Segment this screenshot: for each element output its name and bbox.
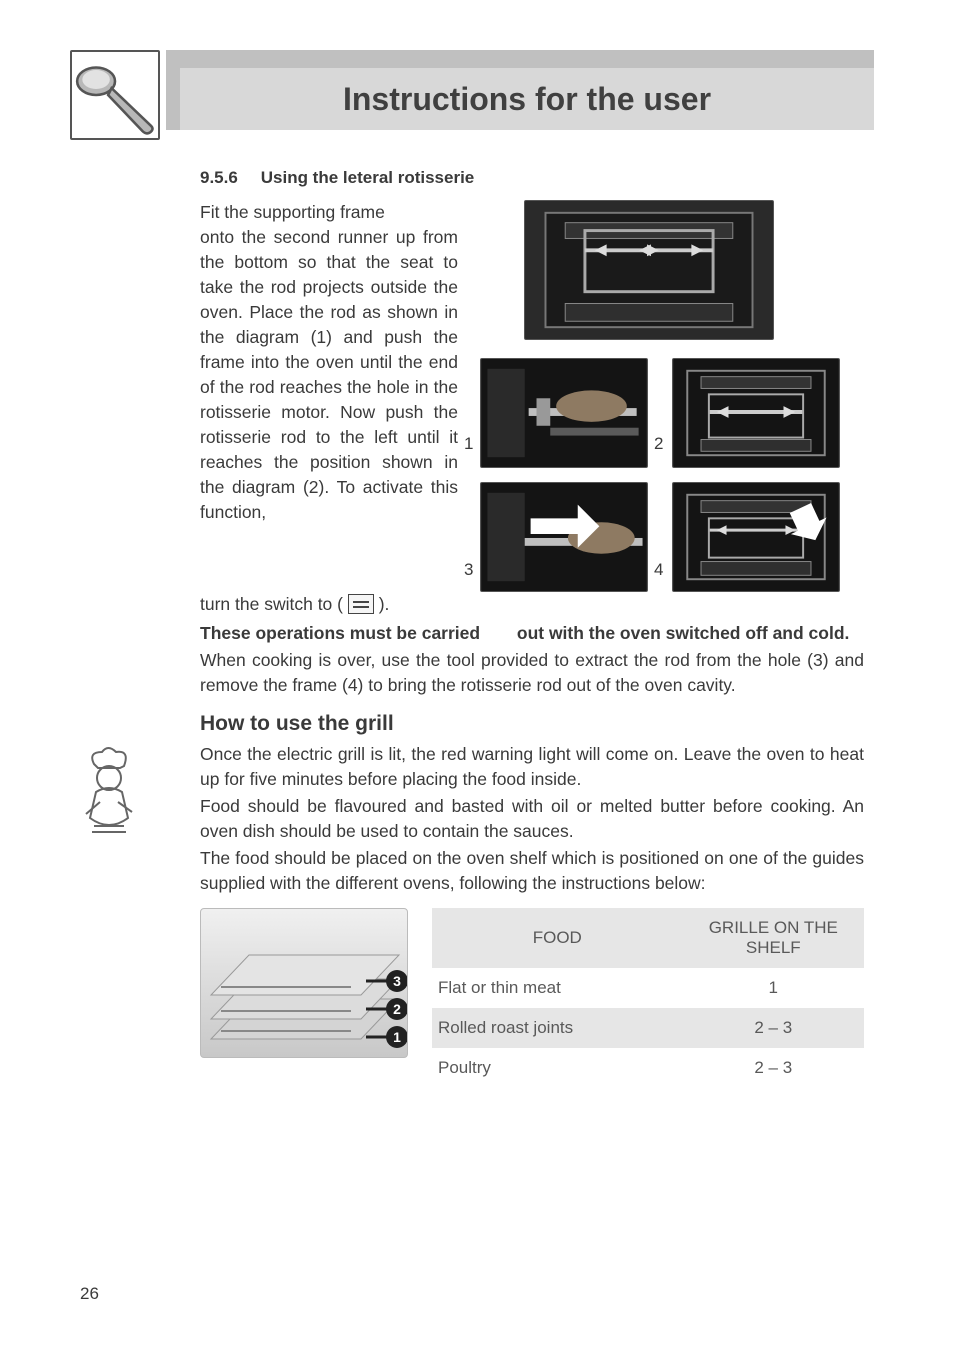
warning-text: These operations must be carried out wit… [200, 621, 864, 646]
chef-icon [74, 746, 144, 836]
page-header: Instructions for the user [180, 50, 874, 130]
table-cell-food: Rolled roast joints [432, 1008, 683, 1048]
grill-p1: Once the electric grill is lit, the red … [200, 742, 864, 792]
figure-1 [480, 358, 648, 468]
figure-label-3: 3 [464, 560, 473, 580]
grill-p3: The food should be placed on the oven sh… [200, 846, 864, 896]
table-cell-food: Flat or thin meat [432, 968, 683, 1008]
figure-4 [672, 482, 840, 592]
table-row: Rolled roast joints 2 – 3 [432, 1008, 864, 1048]
figure-top [524, 200, 774, 340]
table-cell-shelf: 2 – 3 [683, 1048, 864, 1088]
svg-text:2: 2 [393, 1001, 401, 1017]
oven-shelf-diagram: 1 2 3 [200, 908, 408, 1058]
svg-text:3: 3 [393, 973, 401, 989]
table-row: Flat or thin meat 1 [432, 968, 864, 1008]
svg-text:1: 1 [393, 1029, 401, 1045]
after-warning-text: When cooking is over, use the tool provi… [200, 648, 864, 698]
switch-prefix: turn the switch to ( [200, 594, 343, 614]
table-header-row: FOOD GRILLE ON THE SHELF [432, 908, 864, 968]
section-title: Using the leteral rotisserie [261, 168, 475, 187]
figure-label-4: 4 [654, 560, 663, 580]
table-row: Poultry 2 – 3 [432, 1048, 864, 1088]
table-cell-shelf: 2 – 3 [683, 1008, 864, 1048]
grill-shelf-table: FOOD GRILLE ON THE SHELF Flat or thin me… [432, 908, 864, 1088]
rotisserie-switch-icon [348, 594, 374, 614]
page-title: Instructions for the user [180, 68, 874, 130]
rotisserie-figures: 1 2 3 4 [472, 200, 864, 590]
grill-p2: Food should be flavoured and basted with… [200, 794, 864, 844]
table-header-shelf: GRILLE ON THE SHELF [683, 908, 864, 968]
page-number: 26 [80, 1284, 99, 1304]
table-cell-shelf: 1 [683, 968, 864, 1008]
figure-label-2: 2 [654, 434, 663, 454]
intro-paragraph: onto the second runner up from the botto… [200, 225, 458, 525]
switch-suffix: ). [379, 594, 390, 614]
section-number: 9.5.6 [200, 168, 256, 188]
grill-heading: How to use the grill [200, 712, 864, 736]
section-heading: 9.5.6 Using the leteral rotisserie [200, 168, 864, 188]
figure-3 [480, 482, 648, 592]
intro-first-line: Fit the supporting frame [200, 200, 458, 225]
figure-label-1: 1 [464, 434, 473, 454]
spoon-icon [70, 50, 160, 140]
table-cell-food: Poultry [432, 1048, 683, 1088]
switch-line: turn the switch to ( ). [200, 592, 864, 617]
table-header-food: FOOD [432, 908, 683, 968]
figure-2 [672, 358, 840, 468]
